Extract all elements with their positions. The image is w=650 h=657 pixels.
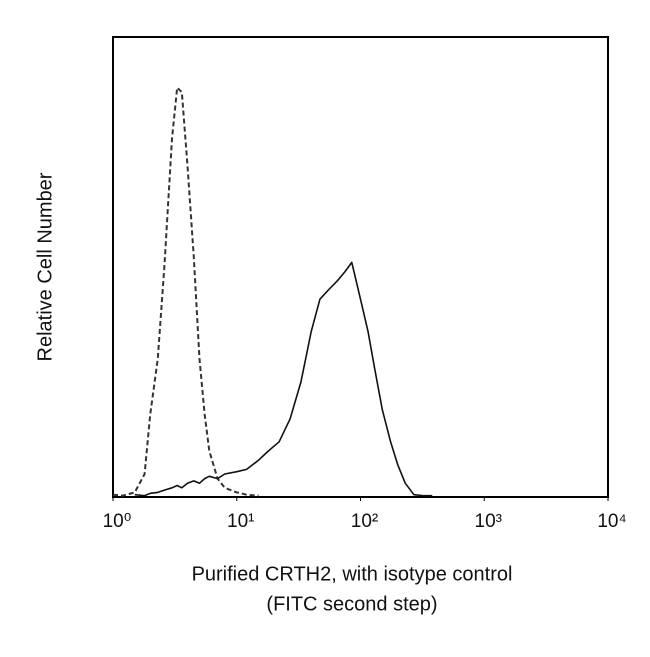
x-tick-label: 10² — [351, 511, 378, 532]
plot-frame — [112, 36, 609, 498]
y-axis-label: Relative Cell Number — [34, 172, 56, 361]
x-axis-label: Purified CRTH2, with isotype control — [192, 563, 513, 585]
x-axis-label: (FITC second step) — [266, 593, 437, 615]
histogram-line — [112, 86, 259, 497]
histogram-line — [134, 261, 433, 497]
x-tick-label: 10³ — [475, 511, 502, 532]
x-tick-label: 10⁰ — [103, 511, 132, 532]
x-tick-label: 10⁴ — [597, 511, 626, 532]
x-tick-label: 10¹ — [227, 511, 254, 532]
